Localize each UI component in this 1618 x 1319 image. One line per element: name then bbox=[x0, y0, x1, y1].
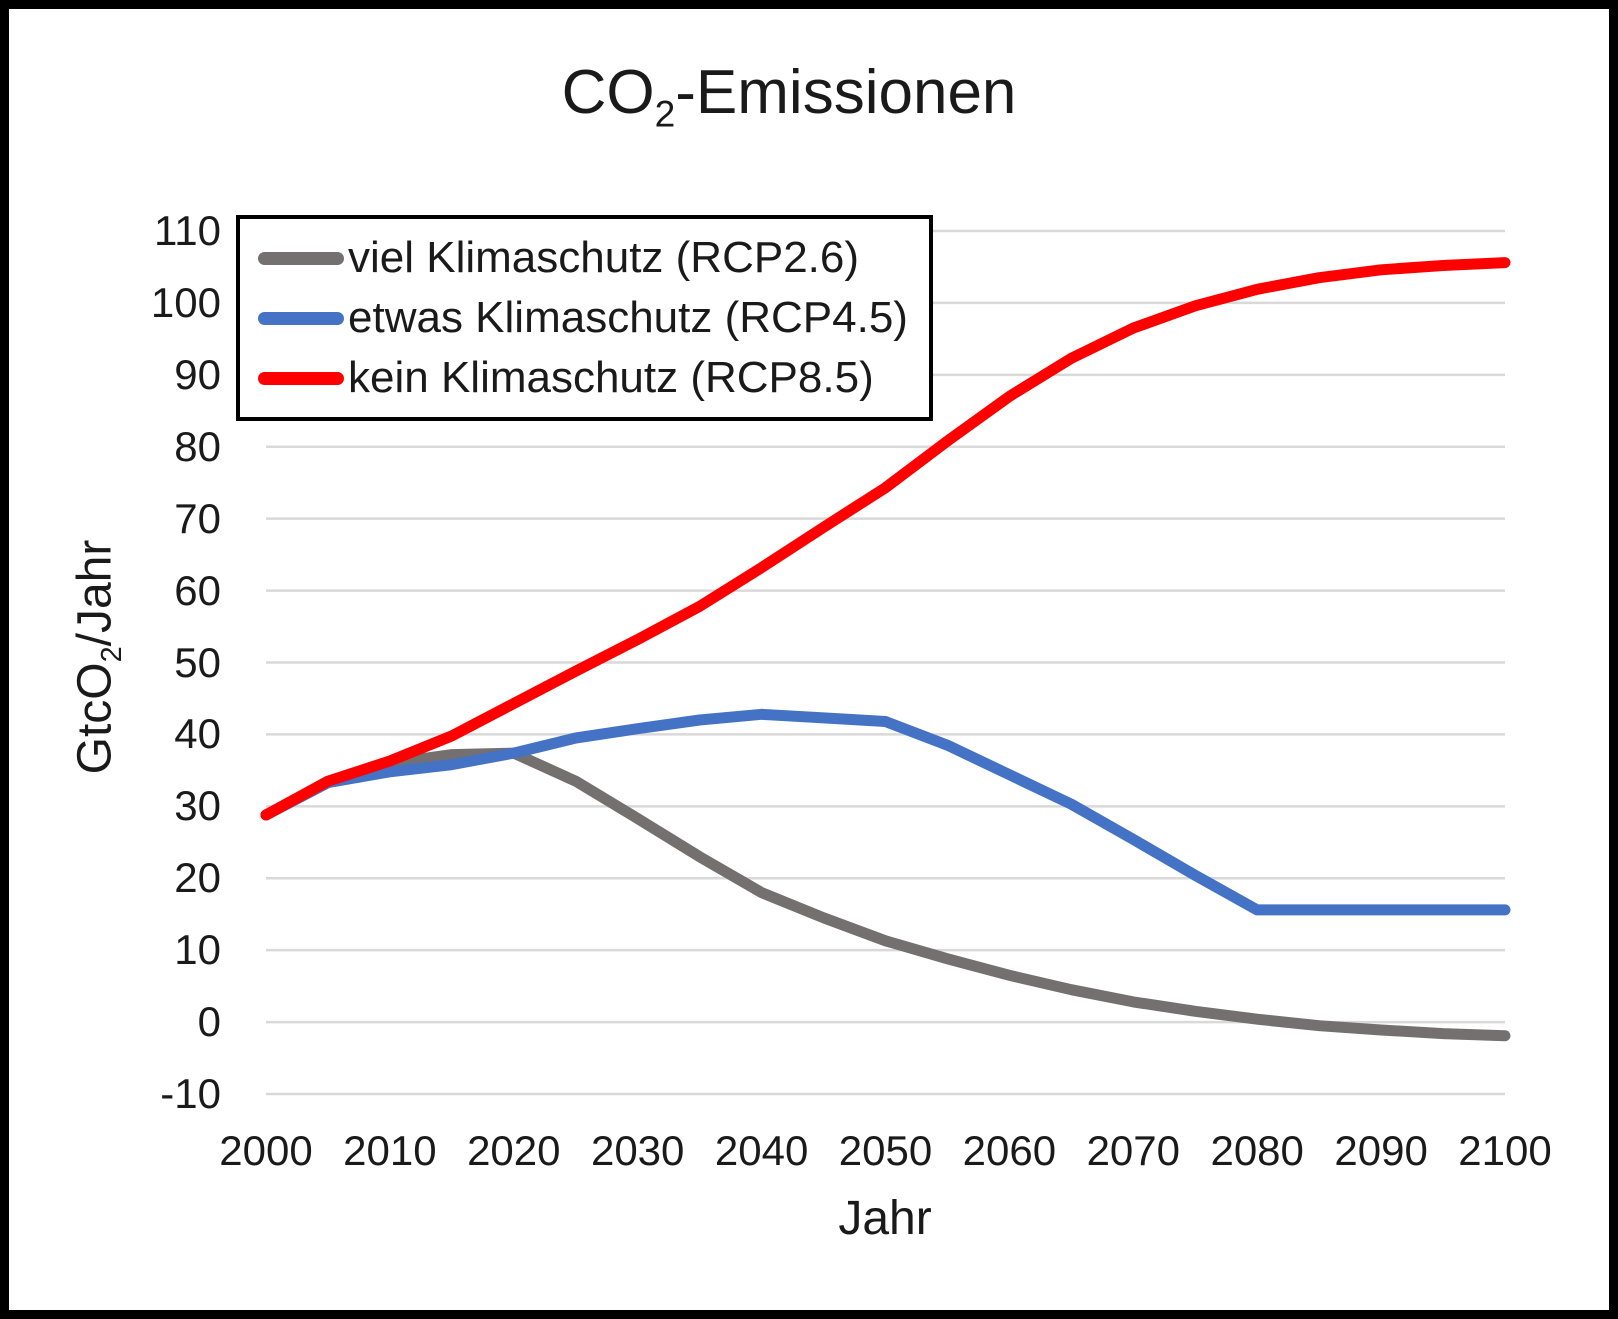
y-tick-label-30: 30 bbox=[174, 782, 221, 830]
x-tick-label-2050: 2050 bbox=[838, 1127, 933, 1174]
legend-label: etwas Klimaschutz (RCP4.5) bbox=[348, 293, 908, 342]
y-axis-title-suffix: /Jahr bbox=[68, 539, 122, 647]
y-tick-label-70: 70 bbox=[174, 494, 221, 542]
y-tick-label-60: 60 bbox=[174, 566, 221, 614]
legend-swatch-blue-line bbox=[258, 311, 344, 325]
series-line-rcp26 bbox=[260, 747, 1511, 1042]
x-tick-label-2040: 2040 bbox=[714, 1127, 809, 1174]
x-tick-label-2010: 2010 bbox=[343, 1127, 437, 1174]
legend-item-rcp85: kein Klimaschutz (RCP8.5) bbox=[258, 353, 929, 403]
x-tick-label-2000: 2000 bbox=[219, 1127, 313, 1174]
y-axis-title: GtcO2/Jahr bbox=[68, 539, 129, 775]
y-tick-label-0: 0 bbox=[197, 998, 221, 1046]
x-tick-label-2100: 2100 bbox=[1458, 1127, 1552, 1174]
y-tick-label-100: 100 bbox=[150, 278, 221, 326]
y-tick-label-20: 20 bbox=[174, 854, 221, 902]
chart-title: CO2-Emissionen bbox=[9, 57, 1569, 132]
legend-label: kein Klimaschutz (RCP8.5) bbox=[348, 353, 874, 402]
y-tick-label-40: 40 bbox=[174, 710, 221, 758]
series-line-rcp85 bbox=[260, 257, 1511, 821]
chart-title-text: CO bbox=[561, 58, 655, 127]
y-axis-title-text: GtcO bbox=[68, 662, 122, 775]
series-line-rcp45 bbox=[260, 708, 1511, 916]
y-tick-label-80: 80 bbox=[174, 422, 221, 470]
legend-label: viel Klimaschutz (RCP2.6) bbox=[348, 233, 860, 282]
x-tick-label-2080: 2080 bbox=[1210, 1127, 1304, 1174]
legend: viel Klimaschutz (RCP2.6) etwas Klimasch… bbox=[236, 215, 933, 421]
y-tick-label-90: 90 bbox=[174, 350, 221, 398]
x-axis-title: Jahr bbox=[838, 1192, 932, 1245]
x-tick-label-2070: 2070 bbox=[1086, 1127, 1181, 1174]
y-tick-label-110: 110 bbox=[154, 207, 221, 254]
x-tick-label-2090: 2090 bbox=[1334, 1127, 1428, 1174]
chart-title-suffix: -Emissionen bbox=[675, 58, 1017, 127]
y-tick-label--10: -10 bbox=[160, 1070, 221, 1117]
plot-area bbox=[260, 229, 1511, 1096]
x-tick-label-2060: 2060 bbox=[962, 1127, 1057, 1174]
x-tick-label-2020: 2020 bbox=[467, 1127, 561, 1174]
legend-swatch-red-line bbox=[258, 371, 344, 385]
x-tick-label-2030: 2030 bbox=[590, 1127, 685, 1174]
y-axis-title-subscript: 2 bbox=[96, 646, 129, 663]
legend-swatch-gray-line bbox=[258, 251, 344, 265]
legend-item-rcp26: viel Klimaschutz (RCP2.6) bbox=[258, 233, 929, 283]
legend-item-rcp45: etwas Klimaschutz (RCP4.5) bbox=[258, 293, 929, 343]
chart-title-subscript: 2 bbox=[654, 92, 676, 135]
y-tick-label-50: 50 bbox=[174, 638, 221, 686]
y-tick-label-10: 10 bbox=[174, 926, 221, 974]
